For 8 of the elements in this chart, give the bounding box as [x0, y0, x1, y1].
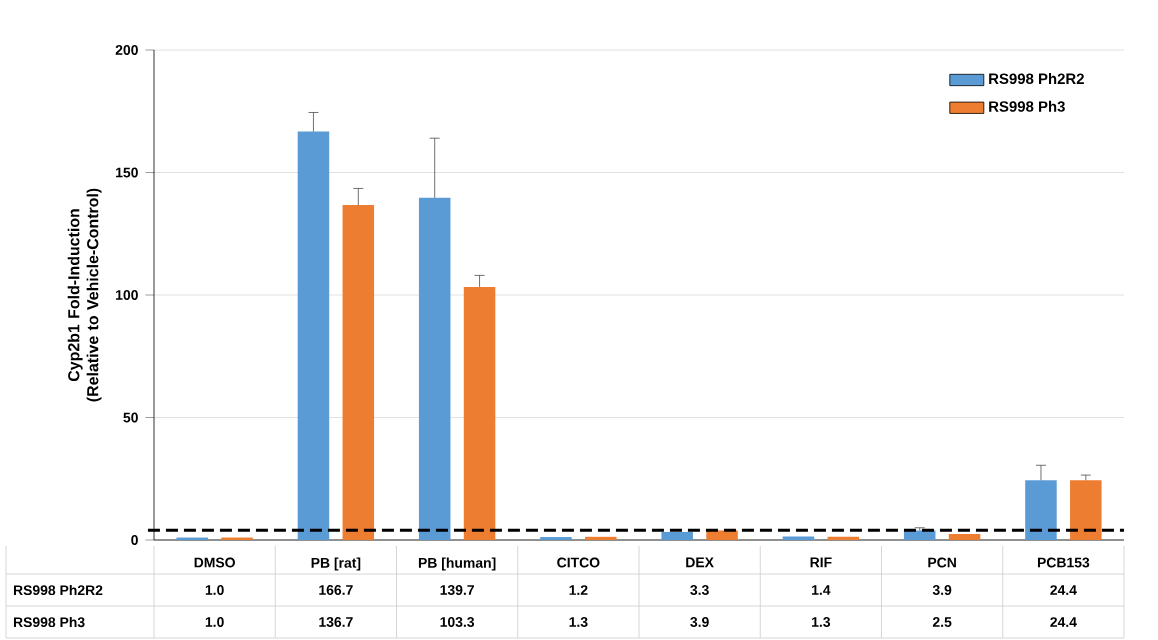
bar — [1070, 480, 1102, 540]
bar — [463, 286, 496, 540]
bar — [1025, 480, 1057, 540]
bar — [948, 533, 981, 540]
bar — [342, 205, 375, 540]
bar — [297, 131, 330, 540]
bar — [418, 197, 451, 540]
bar — [661, 531, 693, 540]
